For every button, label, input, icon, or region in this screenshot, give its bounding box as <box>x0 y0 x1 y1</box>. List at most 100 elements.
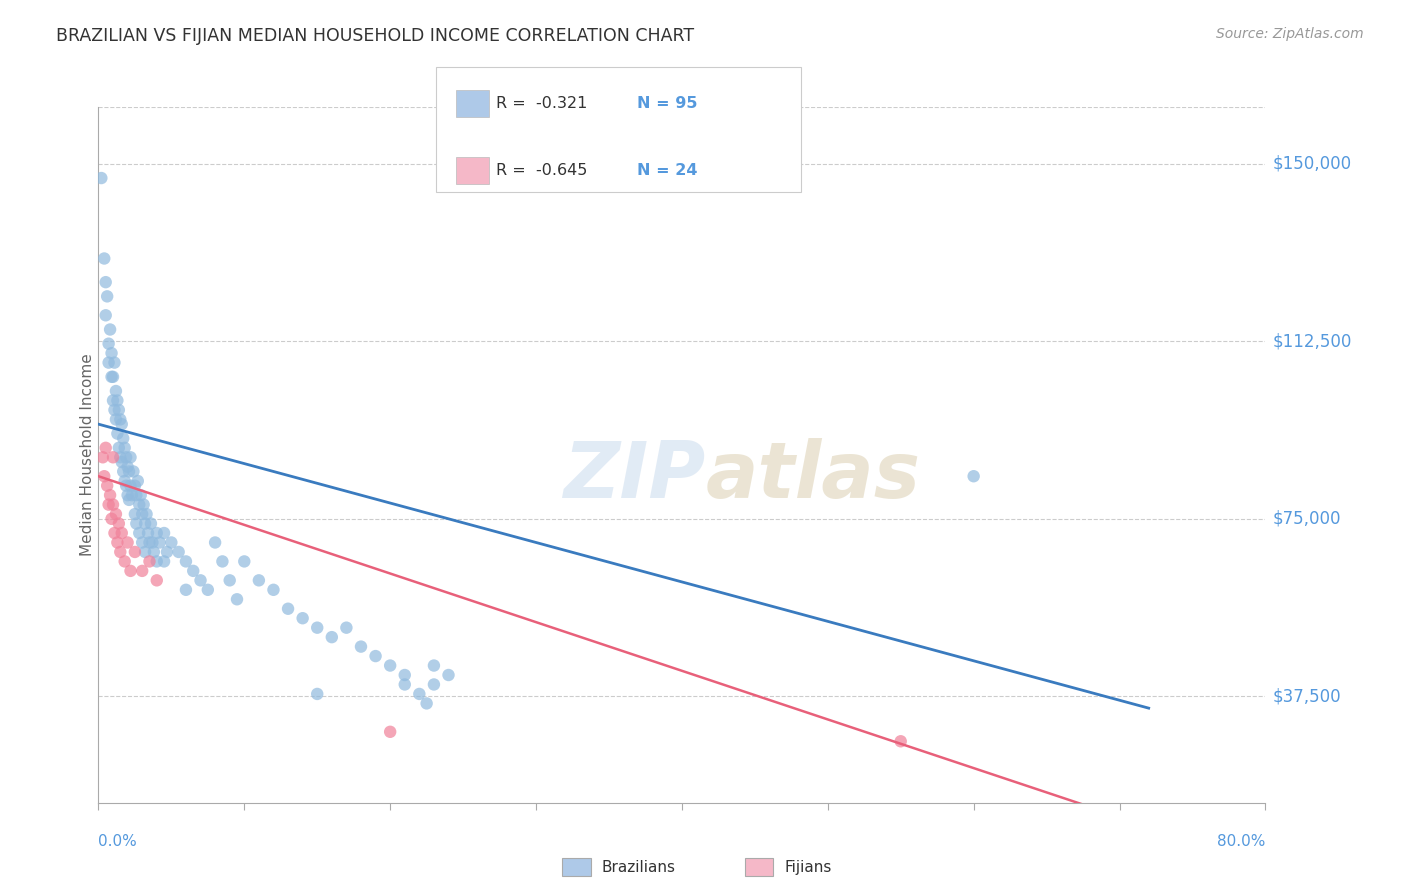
Point <box>394 668 416 682</box>
Point <box>141 535 163 549</box>
Point <box>111 417 134 432</box>
Point <box>124 545 146 559</box>
Point <box>149 535 172 549</box>
Text: $112,500: $112,500 <box>1272 333 1351 351</box>
Point <box>108 403 131 417</box>
Point <box>378 658 402 673</box>
Point <box>97 498 120 512</box>
Point <box>156 545 179 559</box>
Point <box>101 498 124 512</box>
Point <box>103 526 125 541</box>
Point <box>111 455 134 469</box>
Point <box>100 512 122 526</box>
Point <box>103 356 125 370</box>
Point <box>131 507 153 521</box>
Point <box>394 677 416 691</box>
Point <box>437 668 460 682</box>
Point <box>110 450 132 465</box>
Point <box>112 431 135 445</box>
Point <box>174 554 197 568</box>
Point <box>146 554 169 568</box>
Text: atlas: atlas <box>706 438 921 514</box>
Point <box>415 697 437 711</box>
Text: 80.0%: 80.0% <box>1218 834 1265 849</box>
Point <box>101 393 124 408</box>
Point <box>218 574 240 588</box>
Point <box>277 601 299 615</box>
Point <box>120 450 142 465</box>
Text: ZIP: ZIP <box>562 438 706 514</box>
Point <box>118 492 141 507</box>
Point <box>408 687 430 701</box>
Point <box>307 621 329 635</box>
Point <box>190 574 212 588</box>
Point <box>94 308 117 322</box>
Y-axis label: Median Household Income: Median Household Income <box>80 353 94 557</box>
Point <box>93 469 115 483</box>
Point <box>117 535 139 549</box>
Point <box>93 252 115 266</box>
Point <box>127 474 149 488</box>
Point <box>335 621 357 635</box>
Point <box>98 488 121 502</box>
Point <box>226 592 249 607</box>
Point <box>105 393 128 408</box>
Text: Fijians: Fijians <box>785 860 832 874</box>
Point <box>321 630 343 644</box>
Point <box>104 384 127 398</box>
Point <box>91 450 114 465</box>
Point <box>350 640 373 654</box>
Point <box>94 275 117 289</box>
Point <box>262 582 284 597</box>
Point <box>962 469 984 483</box>
Point <box>132 498 155 512</box>
Text: $37,500: $37,500 <box>1272 688 1341 706</box>
Point <box>115 478 138 492</box>
Point <box>96 289 118 303</box>
Point <box>120 564 142 578</box>
Point <box>291 611 314 625</box>
Text: BRAZILIAN VS FIJIAN MEDIAN HOUSEHOLD INCOME CORRELATION CHART: BRAZILIAN VS FIJIAN MEDIAN HOUSEHOLD INC… <box>56 27 695 45</box>
Point <box>108 516 131 531</box>
Point <box>138 535 160 549</box>
Point <box>124 478 146 492</box>
Point <box>136 526 159 541</box>
Text: $150,000: $150,000 <box>1272 155 1351 173</box>
Point <box>138 554 160 568</box>
Text: N = 95: N = 95 <box>637 96 697 111</box>
Point <box>204 535 226 549</box>
Point <box>129 488 152 502</box>
Point <box>108 441 131 455</box>
Text: $75,000: $75,000 <box>1272 510 1341 528</box>
Point <box>114 441 136 455</box>
Point <box>181 564 204 578</box>
Point <box>135 507 157 521</box>
Point <box>174 582 197 597</box>
Point <box>122 465 145 479</box>
Point <box>233 554 256 568</box>
Point <box>134 516 156 531</box>
Point <box>97 356 120 370</box>
Point <box>105 426 128 441</box>
Point <box>101 450 124 465</box>
Point <box>124 507 146 521</box>
Point <box>90 171 112 186</box>
Point <box>211 554 233 568</box>
Point <box>364 649 387 664</box>
Point <box>98 322 121 336</box>
Point <box>100 369 122 384</box>
Point <box>142 545 165 559</box>
Text: R =  -0.645: R = -0.645 <box>496 163 588 178</box>
Point <box>890 734 912 748</box>
Text: 0.0%: 0.0% <box>98 834 138 849</box>
Point <box>139 516 162 531</box>
Point <box>197 582 219 597</box>
Point <box>125 488 148 502</box>
Point <box>117 459 139 474</box>
Point <box>307 687 329 701</box>
Point <box>103 403 125 417</box>
Text: Brazilians: Brazilians <box>602 860 676 874</box>
Point <box>131 535 153 549</box>
Point <box>112 465 135 479</box>
Point <box>423 677 446 691</box>
